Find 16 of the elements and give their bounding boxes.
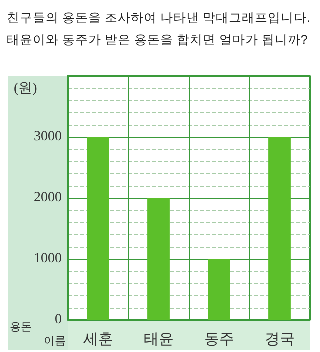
x-axis-title: 이름 <box>44 336 66 348</box>
bar <box>148 198 170 320</box>
y-tick-label: 1000 <box>34 252 62 266</box>
y-tick-label: 3000 <box>34 130 62 144</box>
x-tick-label: 동주 <box>204 331 234 348</box>
x-tick-label: 세훈 <box>83 331 114 348</box>
x-tick-label: 경국 <box>264 331 295 348</box>
y-tick-label: 2000 <box>34 190 62 206</box>
text: 용돈 <box>10 322 32 334</box>
y-axis-title: (원) <box>14 82 38 96</box>
y-tick-label: 0 <box>55 312 62 328</box>
chart-title: 친구들의 용돈을 조사하여 나타낸 막대그래프입니다. 태윤이와 동주가 받은 용돈을 합치면 얼마가 됩니까? <box>7 11 310 47</box>
bar <box>87 137 110 320</box>
bar <box>208 259 230 320</box>
x-tick-label: 태윤 <box>144 331 174 348</box>
bar <box>268 137 291 320</box>
